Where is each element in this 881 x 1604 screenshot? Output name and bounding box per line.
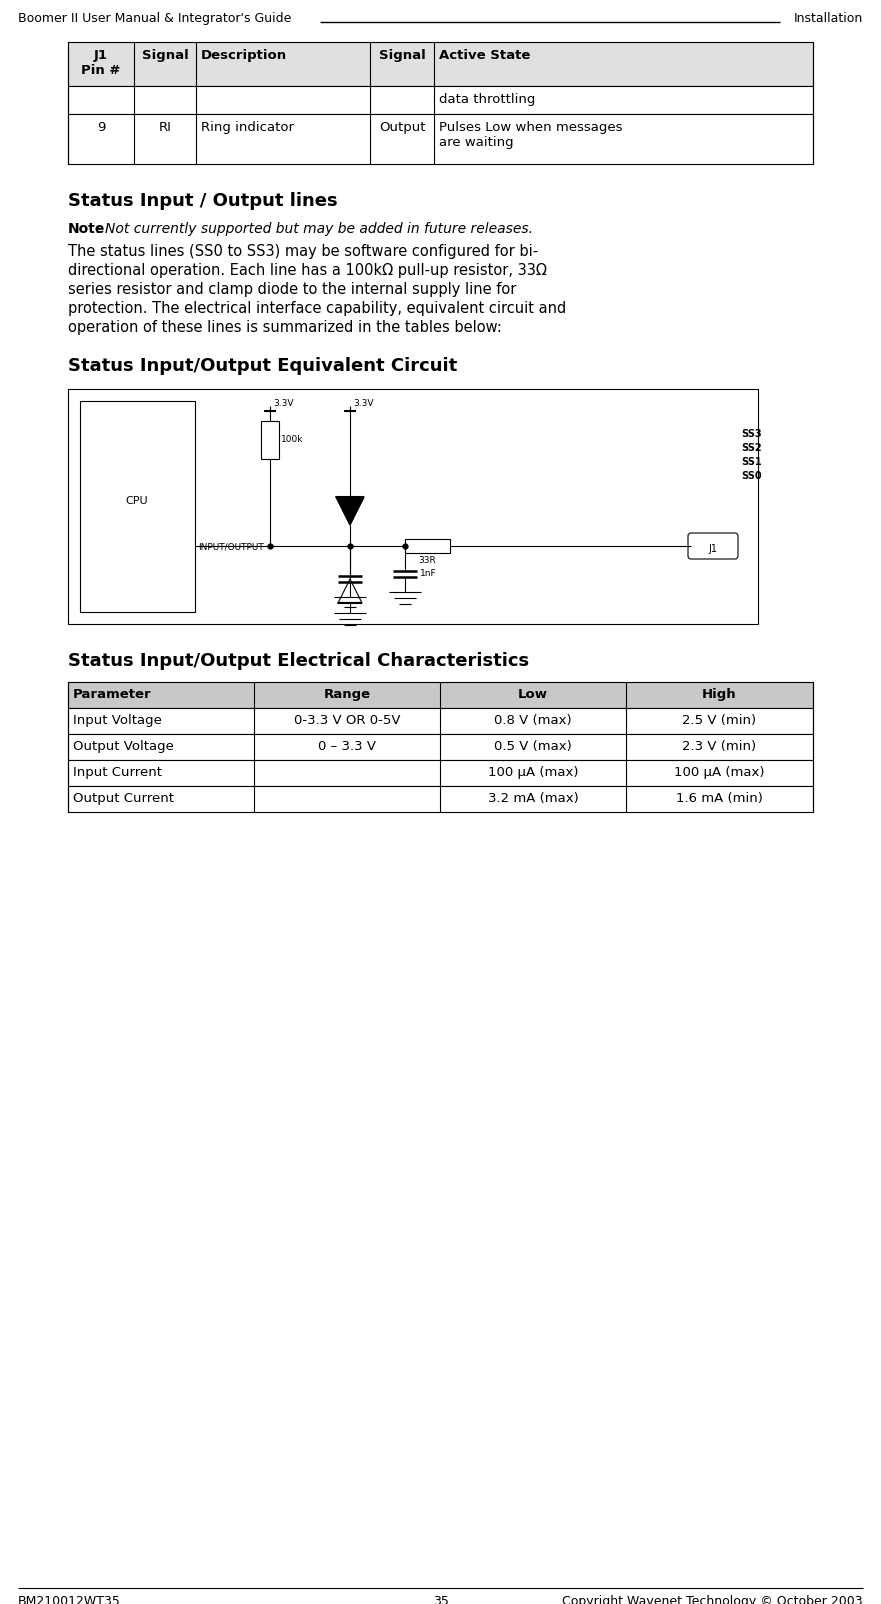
Text: Status Input/Output Equivalent Circuit: Status Input/Output Equivalent Circuit [68, 358, 457, 375]
Text: series resistor and clamp diode to the internal supply line for: series resistor and clamp diode to the i… [68, 282, 516, 297]
Text: 100 µA (max): 100 µA (max) [674, 767, 764, 780]
Text: 35: 35 [433, 1594, 449, 1604]
Text: directional operation. Each line has a 100kΩ pull-up resistor, 33Ω: directional operation. Each line has a 1… [68, 263, 547, 277]
Text: 2.3 V (min): 2.3 V (min) [682, 739, 756, 752]
Text: 1nF: 1nF [420, 568, 437, 577]
Text: Signal: Signal [379, 50, 426, 63]
Text: 9: 9 [97, 120, 105, 135]
Bar [261, 420, 279, 459]
Bar [405, 539, 450, 553]
Text: 33R: 33R [418, 557, 436, 565]
Text: BM210012WT35: BM210012WT35 [18, 1594, 121, 1604]
Text: 3.3V: 3.3V [353, 399, 374, 407]
Text: Output Voltage: Output Voltage [73, 739, 174, 752]
Text: The status lines (SS0 to SS3) may be software configured for bi-: The status lines (SS0 to SS3) may be sof… [68, 244, 538, 258]
Text: SS0: SS0 [741, 472, 762, 481]
Bar [68, 682, 813, 707]
Text: protection. The electrical interface capability, equivalent circuit and: protection. The electrical interface cap… [68, 302, 566, 316]
Text: 2.5 V (min): 2.5 V (min) [682, 714, 756, 727]
Bar [68, 707, 813, 735]
Text: J1
Pin #: J1 Pin # [81, 50, 121, 77]
Text: : Not currently supported but may be added in future releases.: : Not currently supported but may be add… [96, 221, 533, 236]
Text: Active State: Active State [439, 50, 530, 63]
Text: 0.5 V (max): 0.5 V (max) [494, 739, 572, 752]
Text: Output Current: Output Current [73, 792, 174, 805]
Bar [68, 390, 758, 624]
Text: Status Input / Output lines: Status Input / Output lines [68, 192, 337, 210]
Text: data throttling: data throttling [439, 93, 536, 106]
Text: High: High [701, 688, 737, 701]
Bar [68, 786, 813, 812]
Polygon shape [336, 497, 364, 525]
Text: SS2: SS2 [741, 443, 762, 452]
Text: Installation: Installation [794, 11, 863, 26]
Bar [68, 735, 813, 760]
Bar [80, 401, 195, 613]
Text: Status Input/Output Electrical Characteristics: Status Input/Output Electrical Character… [68, 651, 529, 670]
Text: INPUT/OUTPUT: INPUT/OUTPUT [198, 542, 263, 552]
Text: 3.2 mA (max): 3.2 mA (max) [487, 792, 578, 805]
Text: 0.8 V (max): 0.8 V (max) [494, 714, 572, 727]
Text: J1: J1 [708, 544, 717, 553]
Bar [68, 114, 813, 164]
Text: SS1: SS1 [741, 457, 762, 467]
Text: operation of these lines is summarized in the tables below:: operation of these lines is summarized i… [68, 321, 502, 335]
Text: SS3: SS3 [741, 428, 762, 439]
Text: Note: Note [68, 221, 106, 236]
Text: Input Voltage: Input Voltage [73, 714, 162, 727]
Text: 100 µA (max): 100 µA (max) [488, 767, 578, 780]
Text: Boomer II User Manual & Integrator's Guide: Boomer II User Manual & Integrator's Gui… [18, 11, 292, 26]
Text: Range: Range [323, 688, 371, 701]
Text: 100k: 100k [281, 436, 303, 444]
Text: RI: RI [159, 120, 172, 135]
Text: 3.3V: 3.3V [273, 399, 293, 407]
Text: 0-3.3 V OR 0-5V: 0-3.3 V OR 0-5V [293, 714, 400, 727]
Text: Low: Low [518, 688, 548, 701]
Text: CPU: CPU [126, 496, 148, 505]
Text: 0 – 3.3 V: 0 – 3.3 V [318, 739, 376, 752]
Text: Output: Output [379, 120, 426, 135]
Text: Pulses Low when messages
are waiting: Pulses Low when messages are waiting [439, 120, 623, 149]
FancyBboxPatch shape [688, 533, 738, 560]
Text: Input Current: Input Current [73, 767, 162, 780]
Bar [68, 760, 813, 786]
Text: 1.6 mA (min): 1.6 mA (min) [676, 792, 762, 805]
Bar [68, 87, 813, 114]
Text: Ring indicator: Ring indicator [201, 120, 294, 135]
Text: Signal: Signal [142, 50, 189, 63]
Text: Parameter: Parameter [73, 688, 152, 701]
Text: Copyright Wavenet Technology © October 2003: Copyright Wavenet Technology © October 2… [562, 1594, 863, 1604]
Bar [68, 42, 813, 87]
Text: Description: Description [201, 50, 287, 63]
